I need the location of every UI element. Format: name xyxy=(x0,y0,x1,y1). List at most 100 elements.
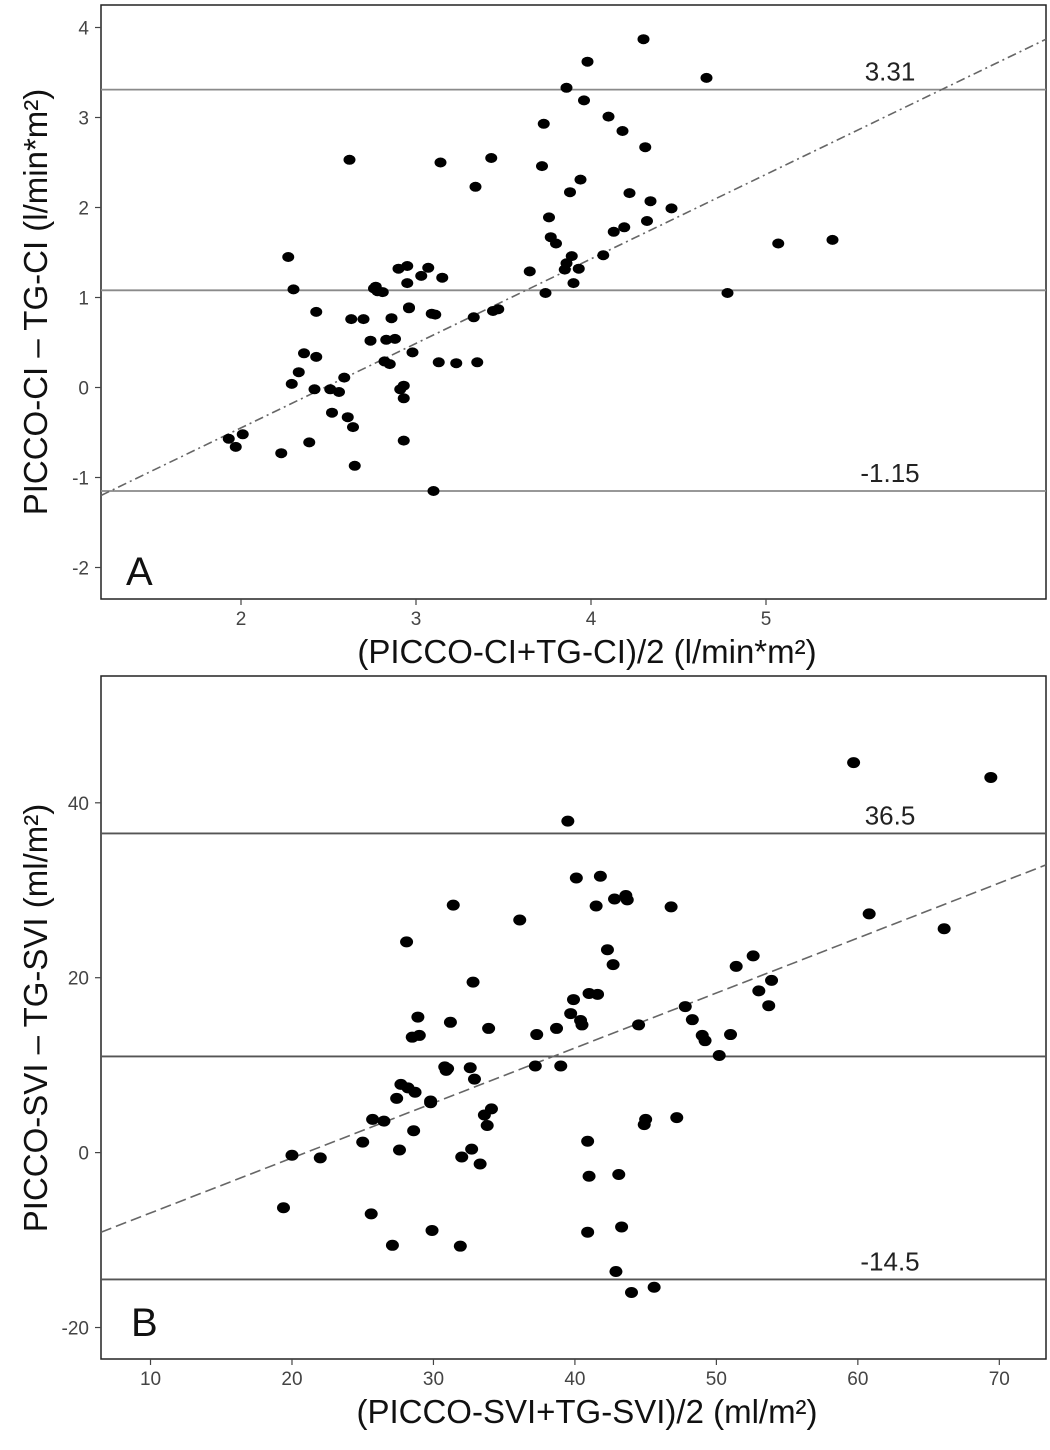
data-point xyxy=(364,1208,378,1220)
data-point xyxy=(569,872,583,884)
data-point xyxy=(383,359,396,370)
data-point xyxy=(698,1035,712,1047)
data-point xyxy=(429,309,442,320)
data-point xyxy=(287,284,300,295)
data-point xyxy=(589,900,603,912)
data-point xyxy=(772,238,785,249)
data-point xyxy=(222,433,235,444)
data-point xyxy=(641,216,653,226)
data-point xyxy=(357,314,370,325)
data-point xyxy=(377,1115,391,1127)
data-point xyxy=(285,378,298,389)
data-point xyxy=(637,34,650,45)
data-point xyxy=(984,771,998,783)
x-tick-label: 5 xyxy=(761,609,772,630)
data-point xyxy=(408,1086,422,1098)
data-point xyxy=(390,1092,404,1104)
data-point xyxy=(700,72,713,83)
data-point xyxy=(578,95,590,106)
data-point xyxy=(310,306,323,317)
x-tick-label: 20 xyxy=(281,1369,302,1390)
x-tick-label: 10 xyxy=(140,1369,161,1390)
data-point xyxy=(615,1221,629,1233)
data-point xyxy=(467,312,480,323)
data-point xyxy=(385,1239,399,1251)
data-point xyxy=(469,181,482,192)
data-point xyxy=(422,262,435,273)
data-point xyxy=(560,258,573,269)
data-point xyxy=(581,1135,595,1147)
data-point xyxy=(338,372,351,383)
data-point xyxy=(397,380,410,391)
data-point xyxy=(530,1029,544,1041)
data-point xyxy=(376,287,389,298)
panel-a-plot-frame xyxy=(100,4,1047,600)
y-tick-label: -1 xyxy=(72,469,89,490)
x-tick-label: 40 xyxy=(564,1369,585,1390)
data-point xyxy=(364,335,377,346)
data-point xyxy=(412,1029,426,1041)
data-point xyxy=(292,367,305,378)
data-point xyxy=(333,387,345,397)
data-point xyxy=(411,1011,425,1023)
y-tick-label: 0 xyxy=(78,379,89,400)
data-point xyxy=(567,994,580,1006)
reference-line-label: 3.31 xyxy=(865,57,916,87)
panel-a-x-axis-label: (PICCO-CI+TG-CI)/2 (l/min*m²) xyxy=(357,633,816,670)
data-point xyxy=(425,1224,439,1236)
data-point xyxy=(536,161,548,172)
data-point xyxy=(712,1050,726,1062)
data-point xyxy=(554,1060,568,1072)
data-point xyxy=(348,460,361,471)
y-tick-label: 4 xyxy=(78,19,89,40)
panel-a-letter: A xyxy=(126,550,153,594)
data-point xyxy=(407,1125,421,1137)
data-point xyxy=(484,1103,498,1115)
panel-a: 2 3 4 5 -2 -1 0 1 2 3 4 3.31 -1.15 A (PICCO-CI+TG-C… xyxy=(17,4,1047,670)
x-tick-label: 2 xyxy=(236,609,247,630)
data-point xyxy=(618,222,631,233)
data-point xyxy=(765,974,779,986)
y-tick-label: -20 xyxy=(62,1319,89,1340)
data-point xyxy=(644,196,657,207)
data-point xyxy=(600,944,614,956)
data-point xyxy=(581,1226,595,1238)
data-point xyxy=(523,266,536,277)
data-point xyxy=(678,1001,692,1013)
data-point xyxy=(513,914,527,926)
data-point xyxy=(572,263,585,274)
data-point xyxy=(612,1168,626,1180)
data-point xyxy=(432,357,445,368)
data-point xyxy=(537,118,550,129)
data-point xyxy=(392,1144,406,1156)
data-point xyxy=(473,1158,487,1170)
data-point xyxy=(463,1062,477,1074)
data-point xyxy=(593,870,607,882)
reference-line-label: -14.5 xyxy=(860,1246,919,1276)
data-point xyxy=(582,1170,596,1182)
data-point xyxy=(597,250,610,261)
panel-b-y-axis-label: PICCO-SVI – TG-SVI (ml/m²) xyxy=(17,804,54,1232)
data-point xyxy=(236,429,249,440)
data-point xyxy=(380,334,393,345)
data-point xyxy=(575,1019,589,1031)
data-point xyxy=(308,384,321,395)
data-point xyxy=(485,153,498,163)
data-point xyxy=(608,893,622,905)
data-point xyxy=(560,82,573,93)
data-point xyxy=(607,226,620,237)
data-point xyxy=(862,908,876,920)
x-tick-label: 4 xyxy=(586,609,597,630)
data-point xyxy=(762,1000,776,1012)
data-point xyxy=(685,1014,699,1026)
panel-b-x-axis-label: (PICCO-SVI+TG-SVI)/2 (ml/m²) xyxy=(356,1393,817,1430)
data-point xyxy=(543,212,555,223)
panel-a-y-axis-label: PICCO-CI – TG-CI (l/min*m²) xyxy=(17,89,54,516)
data-point xyxy=(746,950,760,962)
x-tick-label: 3 xyxy=(411,609,422,630)
data-point xyxy=(450,358,463,369)
data-point xyxy=(581,56,594,67)
data-point xyxy=(466,976,480,988)
data-point xyxy=(401,261,414,271)
data-point xyxy=(729,960,743,972)
